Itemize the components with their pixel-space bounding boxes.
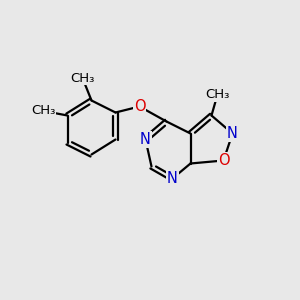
- Text: N: N: [167, 171, 178, 186]
- Text: O: O: [134, 99, 145, 114]
- Text: N: N: [227, 126, 238, 141]
- Text: CH₃: CH₃: [31, 104, 56, 118]
- Text: O: O: [218, 153, 229, 168]
- Text: CH₃: CH₃: [205, 88, 230, 101]
- Text: N: N: [140, 132, 151, 147]
- Text: CH₃: CH₃: [70, 71, 95, 85]
